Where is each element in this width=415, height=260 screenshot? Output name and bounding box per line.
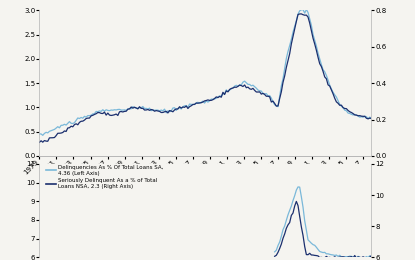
Legend: Delinquencies As % Of Total Loans SA,
4.36 (Left Axis), Seriously Delinquent As : Delinquencies As % Of Total Loans SA, 4.…: [46, 165, 164, 189]
